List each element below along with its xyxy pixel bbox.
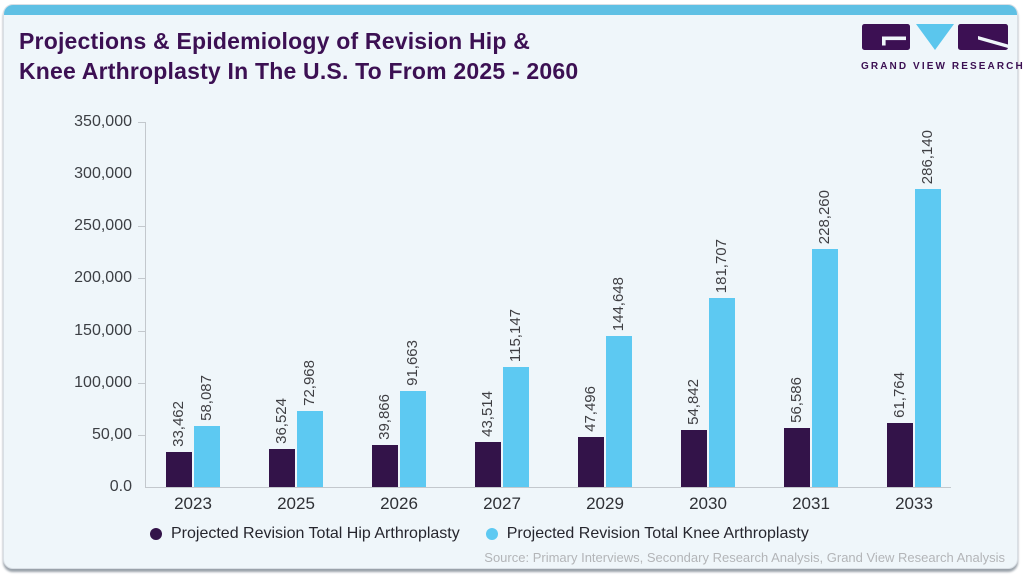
x-axis-category-label: 2023 xyxy=(174,494,212,513)
bar-knee-2031 xyxy=(812,249,838,487)
y-axis-tick-label: 200,000 xyxy=(74,269,132,287)
bar-value-label-knee-2025: 72,968 xyxy=(301,360,318,406)
bar-value-label-hip-2025: 36,524 xyxy=(273,398,290,444)
bar-hip-2023 xyxy=(166,452,192,487)
y-axis-tick-label: 300,000 xyxy=(74,165,132,183)
bar-value-label-knee-2023: 58,087 xyxy=(198,375,215,421)
legend-item-hip: Projected Revision Total Hip Arthroplast… xyxy=(150,525,460,543)
y-axis-tick-label: 0.0 xyxy=(109,478,132,495)
y-axis-line xyxy=(145,122,146,487)
brand-logo-text: GRAND VIEW RESEARCH xyxy=(861,61,1025,72)
x-axis-category-label: 2025 xyxy=(277,494,315,513)
x-axis-category-label: 2030 xyxy=(689,494,727,513)
x-axis-category-label: 2026 xyxy=(380,494,418,513)
x-axis-line xyxy=(145,487,951,488)
gvr-logo-icon xyxy=(862,24,1008,50)
bar-hip-2033 xyxy=(887,423,913,487)
bar-value-label-hip-2027: 43,514 xyxy=(479,391,496,437)
source-note: Source: Primary Interviews, Secondary Re… xyxy=(484,550,1005,565)
y-axis-tick-mark xyxy=(138,122,145,123)
y-axis-tick-label: 100,000 xyxy=(74,373,132,391)
legend-dot-hip xyxy=(150,528,162,540)
bar-hip-2025 xyxy=(269,449,295,487)
bar-value-label-knee-2033: 286,140 xyxy=(919,129,936,184)
x-axis-category-label: 2033 xyxy=(895,494,933,513)
bar-value-label-knee-2031: 228,260 xyxy=(816,189,833,244)
legend-item-knee: Projected Revision Total Knee Arthroplas… xyxy=(485,525,809,543)
title-line-1: Projections & Epidemiology of Revision H… xyxy=(19,28,531,54)
chart-legend: Projected Revision Total Hip Arthroplast… xyxy=(150,525,809,543)
y-axis-tick-mark xyxy=(138,434,145,436)
bar-value-label-hip-2026: 39,866 xyxy=(376,394,393,440)
bar-hip-2030 xyxy=(681,430,707,487)
y-axis-tick-label: 350,000 xyxy=(74,113,132,130)
bar-value-label-hip-2030: 54,842 xyxy=(685,379,702,425)
bar-knee-2033 xyxy=(915,189,941,487)
legend-label-hip: Projected Revision Total Hip Arthroplast… xyxy=(171,525,460,542)
y-axis-tick-mark xyxy=(138,226,145,228)
y-axis-tick-mark xyxy=(138,382,145,384)
page-title: Projections & Epidemiology of Revision H… xyxy=(19,26,578,86)
x-axis-category-label: 2029 xyxy=(586,494,624,513)
bar-knee-2029 xyxy=(606,336,632,487)
bar-value-label-knee-2030: 181,707 xyxy=(713,238,730,293)
legend-dot-knee xyxy=(485,528,498,540)
bar-value-label-knee-2027: 115,147 xyxy=(507,308,524,362)
y-axis-tick-label: 250,000 xyxy=(74,217,132,235)
y-axis-tick-label: 50,00 xyxy=(91,425,132,443)
x-axis-category-label: 2027 xyxy=(483,494,521,513)
legend-label-knee: Projected Revision Total Knee Arthroplas… xyxy=(506,525,809,542)
bar-knee-2030 xyxy=(709,298,735,487)
bar-hip-2027 xyxy=(475,442,501,487)
bar-hip-2031 xyxy=(784,428,810,487)
y-axis-tick-label: 150,000 xyxy=(74,321,132,339)
title-line-2: Knee Arthroplasty In The U.S. To From 20… xyxy=(19,58,579,84)
top-accent-bar xyxy=(4,5,1017,15)
bar-knee-2026 xyxy=(400,391,426,487)
bar-value-label-hip-2023: 33,462 xyxy=(170,401,187,447)
bar-value-label-hip-2033: 61,764 xyxy=(891,372,908,418)
brand-logo: GRAND VIEW RESEARCH xyxy=(861,24,1025,72)
bar-value-label-knee-2026: 91,663 xyxy=(404,340,421,386)
y-axis-tick-mark xyxy=(138,330,145,332)
bar-value-label-knee-2029: 144,648 xyxy=(610,276,627,331)
y-axis-tick-mark xyxy=(138,278,145,280)
bar-value-label-hip-2029: 47,496 xyxy=(582,386,599,432)
x-axis-category-label: 2031 xyxy=(792,494,830,513)
bar-knee-2027 xyxy=(503,367,529,487)
bar-hip-2026 xyxy=(372,445,398,487)
bar-knee-2023 xyxy=(194,426,220,487)
bar-hip-2029 xyxy=(578,437,604,487)
bar-knee-2025 xyxy=(297,411,323,487)
bar-value-label-hip-2031: 56,586 xyxy=(788,377,805,423)
